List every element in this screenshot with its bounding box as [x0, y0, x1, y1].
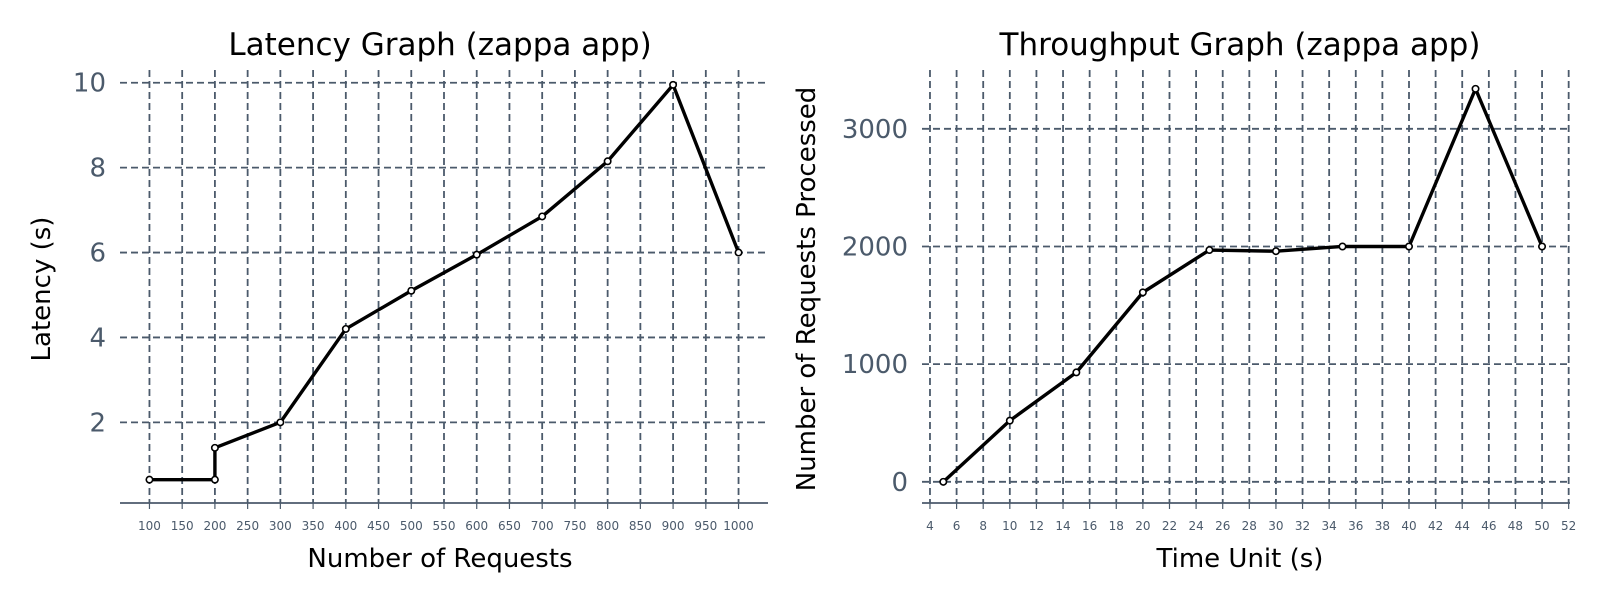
- latency-y-tick-label: 6: [89, 239, 106, 269]
- throughput-x-tick-label: 30: [1268, 519, 1283, 533]
- latency-x-tick-label: 450: [367, 519, 390, 533]
- latency-x-tick-label: 200: [203, 519, 226, 533]
- throughput-x-tick-label: 14: [1055, 519, 1070, 533]
- throughput-x-tick-label: 42: [1428, 519, 1443, 533]
- throughput-x-tick-label: 24: [1188, 519, 1203, 533]
- throughput-x-tick-label: 16: [1082, 519, 1097, 533]
- latency-x-tick-label: 900: [662, 519, 685, 533]
- latency-chart: Latency Graph (zappa app) Number of Requ…: [27, 27, 768, 574]
- throughput-data-point: [1538, 242, 1547, 251]
- latency-data-point: [341, 324, 350, 333]
- latency-data-point: [472, 250, 481, 259]
- throughput-data-point: [1404, 242, 1413, 251]
- latency-x-tick-label: 300: [269, 519, 292, 533]
- throughput-chart-title: Throughput Graph (zappa app): [999, 27, 1481, 63]
- latency-plot-area: 100 150 200 250 300 350 400 450 500 550 600 650 700 7…: [73, 69, 768, 533]
- throughput-data-point: [1072, 368, 1081, 377]
- latency-data-point: [669, 80, 678, 89]
- throughput-y-axis-label: Number of Requests Processed: [792, 87, 822, 492]
- latency-x-tick-label: 400: [334, 519, 357, 533]
- throughput-y-tick-label: 0: [891, 468, 908, 498]
- latency-y-tick-label: 8: [89, 154, 106, 184]
- latency-x-tick-label: 650: [498, 519, 521, 533]
- throughput-x-tick-label: 22: [1162, 519, 1177, 533]
- latency-x-tick-label: 550: [433, 519, 456, 533]
- throughput-x-tick-label: 10: [1002, 519, 1017, 533]
- latency-x-tick-label: 800: [596, 519, 619, 533]
- throughput-series-line: [942, 87, 1544, 484]
- throughput-x-tick-label: 48: [1508, 519, 1523, 533]
- latency-data-point: [210, 475, 219, 484]
- throughput-data-point: [1471, 84, 1480, 93]
- latency-x-tick-label: 850: [629, 519, 652, 533]
- throughput-data-point: [1005, 416, 1014, 425]
- throughput-x-tick-label: 50: [1534, 519, 1549, 533]
- throughput-x-tick-label: 26: [1215, 519, 1230, 533]
- throughput-x-tick-label: 34: [1322, 519, 1337, 533]
- latency-x-tick-label: 1000: [723, 519, 754, 533]
- throughput-x-tick-label: 44: [1455, 519, 1470, 533]
- latency-data-point: [603, 157, 612, 166]
- latency-y-axis-label: Latency (s): [27, 217, 57, 362]
- throughput-y-tick-label: 1000: [842, 350, 908, 380]
- throughput-x-tick-label: 52: [1561, 519, 1576, 533]
- latency-x-tick-label: 600: [465, 519, 488, 533]
- latency-x-tick-label: 500: [400, 519, 423, 533]
- throughput-x-tick-label: 4: [926, 519, 934, 533]
- latency-data-point: [276, 418, 285, 427]
- latency-x-tick-label: 100: [138, 519, 161, 533]
- throughput-y-tick-label: 2000: [842, 232, 908, 262]
- throughput-x-tick-label: 12: [1029, 519, 1044, 533]
- latency-y-tick-label: 4: [89, 323, 106, 353]
- latency-y-tick-label: 10: [73, 69, 106, 99]
- latency-data-point: [538, 212, 547, 221]
- throughput-x-axis-label: Time Unit (s): [1156, 544, 1324, 574]
- throughput-x-tick-label: 20: [1135, 519, 1150, 533]
- throughput-data-point: [939, 477, 948, 486]
- throughput-plot-area: 4 6 8 10 12 14 16 18 20 22 24 26 28 30 32 34 36 38 40 42 44 4…: [842, 70, 1576, 533]
- latency-x-axis-label: Number of Requests: [307, 544, 572, 574]
- throughput-x-tick-label: 40: [1401, 519, 1416, 533]
- throughput-data-point: [1138, 288, 1147, 297]
- latency-data-point: [210, 443, 219, 452]
- latency-x-tick-label: 950: [694, 519, 717, 533]
- throughput-y-tick-label: 3000: [842, 115, 908, 145]
- latency-x-tick-label: 150: [171, 519, 194, 533]
- throughput-x-tick-label: 8: [979, 519, 987, 533]
- throughput-x-tick-label: 32: [1295, 519, 1310, 533]
- latency-data-point: [734, 248, 743, 257]
- latency-x-tick-label: 350: [302, 519, 325, 533]
- throughput-data-point: [1205, 246, 1214, 255]
- throughput-data-point: [1338, 242, 1347, 251]
- throughput-x-tick-label: 6: [953, 519, 961, 533]
- throughput-chart: Throughput Graph (zappa app) Time Unit (…: [792, 27, 1576, 574]
- latency-x-tick-label: 250: [236, 519, 259, 533]
- latency-data-point: [145, 475, 154, 484]
- latency-x-tick-label: 700: [531, 519, 554, 533]
- throughput-x-tick-label: 38: [1375, 519, 1390, 533]
- latency-chart-title: Latency Graph (zappa app): [228, 27, 651, 63]
- latency-y-tick-label: 2: [89, 408, 106, 438]
- throughput-data-point: [1271, 247, 1280, 256]
- throughput-x-tick-label: 18: [1109, 519, 1124, 533]
- latency-x-tick-label: 750: [563, 519, 586, 533]
- throughput-x-tick-label: 36: [1348, 519, 1363, 533]
- latency-data-point: [407, 286, 416, 295]
- throughput-x-tick-label: 46: [1481, 519, 1496, 533]
- throughput-x-tick-label: 28: [1242, 519, 1257, 533]
